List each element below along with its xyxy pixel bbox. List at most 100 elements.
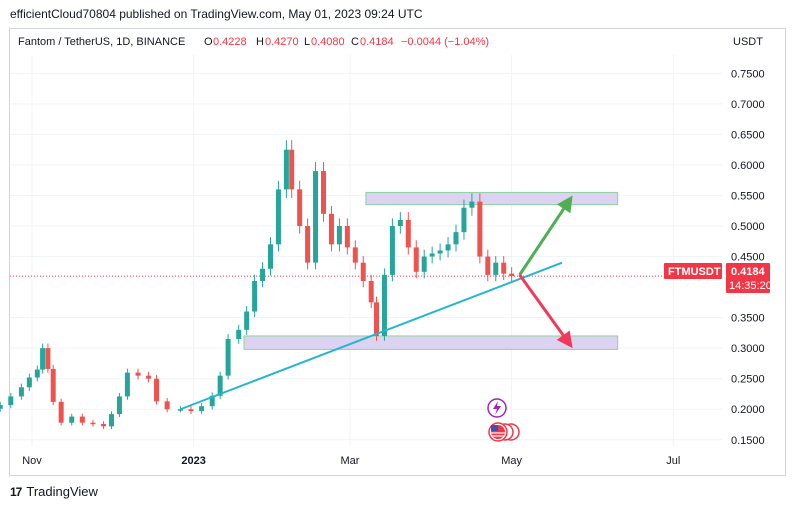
candle-body [244,311,250,330]
y-tick-label: 0.5000 [731,221,765,233]
candle-body [405,219,411,248]
x-tick-label: 2023 [181,455,205,467]
candle-body [45,348,51,369]
candle-body [225,339,231,376]
candle-body [40,348,46,370]
forecast-arrows [518,195,573,349]
y-tick-label: 0.7000 [731,99,765,111]
candle-body [336,226,342,245]
currency-label: USDT [733,36,763,48]
arrow-up-shaft [518,207,565,276]
svg-text:O: O [204,36,213,48]
legend-high: 0.4270 [265,36,299,48]
candle-body [217,375,223,396]
candle-body [360,262,366,281]
y-tick-label: 0.7500 [731,68,765,80]
candle-body [509,273,515,277]
candle-body [381,274,387,336]
candle-body [397,219,403,227]
candle-body [135,372,141,376]
candle-body [34,369,40,378]
candle-body [389,226,395,275]
candle-body [453,232,459,245]
price-tag-price: 0.4184 [731,266,766,278]
x-axis-ticks: Nov 2023 Mar May Jul [22,455,680,467]
candle-body [289,149,295,190]
us-economic-event-icon[interactable] [488,422,520,442]
y-tick-label: 0.5500 [731,190,765,202]
candle-body [260,268,266,281]
candle-body [485,256,491,275]
candle-body [283,149,289,190]
y-tick-label: 0.1500 [731,435,765,447]
candle-body [58,401,64,423]
resistance-zone[interactable] [365,191,619,206]
candle-body [429,253,435,257]
svg-text:L: L [304,36,310,48]
candle-body [146,375,152,379]
x-tick-label: Nov [22,455,42,467]
candle-body [109,414,114,427]
candle-body [374,302,379,336]
candle-body [344,226,350,248]
candle-body [413,247,419,272]
candles [0,140,515,429]
candle-body [188,409,194,412]
legend-low: 0.4080 [311,36,345,48]
svg-text:C: C [351,36,359,48]
arrow-down-shaft [518,273,565,337]
y-tick-label: 0.2000 [731,404,765,416]
trendline[interactable] [180,261,563,411]
candle-body [297,189,303,227]
y-axis-ticks: 0.7500 0.7000 0.6500 0.6000 0.5500 0.5000 0.45… [731,68,765,446]
price-tag-symbol: FTMUSDT [668,266,721,278]
candle-body [493,262,499,275]
legend-close: 0.4184 [360,36,394,48]
candle-body [177,409,183,411]
candle-body [101,423,107,427]
earnings-icon[interactable] [487,398,507,418]
candle-body [421,256,427,272]
candle-body [321,171,326,214]
candle-body [352,247,358,263]
svg-text:H: H [256,36,264,48]
candle-body [305,226,311,263]
y-tick-label: 0.3500 [731,313,765,325]
candle-body [50,368,56,402]
legend-ohlc: O 0.4228 H 0.4270 L 0.4080 C 0.4184 −0.0044 … [204,36,489,48]
candle-body [69,416,75,423]
y-tick-label: 0.4500 [731,252,765,264]
legend-symbol: Fantom / TetherUS, 1D, BINANCE [18,36,185,48]
candle-body [236,329,242,340]
candle-body [26,377,32,388]
candle-body [275,189,281,245]
support-zone[interactable] [243,335,619,350]
x-tick-label: Jul [666,455,680,467]
y-tick-label: 0.2500 [731,374,765,386]
candle-body [368,280,374,303]
candle-body [79,416,85,423]
candle-body [445,244,451,251]
price-tag-countdown: 14:35:20 [729,280,772,292]
candle-body [164,401,170,410]
arrow-down-head [556,330,573,349]
legend-open: 0.4228 [213,36,247,48]
candle-body [328,213,334,245]
y-tick-label: 0.6500 [731,129,765,141]
tradingview-footer[interactable]: 17 TradingView [10,484,98,499]
candle-body [209,395,215,407]
candle-body [252,280,258,312]
candle-body [437,250,443,254]
candle-body [0,404,3,409]
candle-body [501,262,507,274]
candle-body [461,207,467,233]
y-tick-label: 0.6000 [731,160,765,172]
chart-frame [9,28,786,476]
tradingview-brand: TradingView [26,484,98,499]
y-tick-label: 0.3000 [731,343,765,355]
price-tag: FTMUSDT 0.4184 14:35:20 [664,263,772,293]
price-zones [243,191,619,350]
candle-body [268,244,273,269]
candle-body [8,396,14,405]
